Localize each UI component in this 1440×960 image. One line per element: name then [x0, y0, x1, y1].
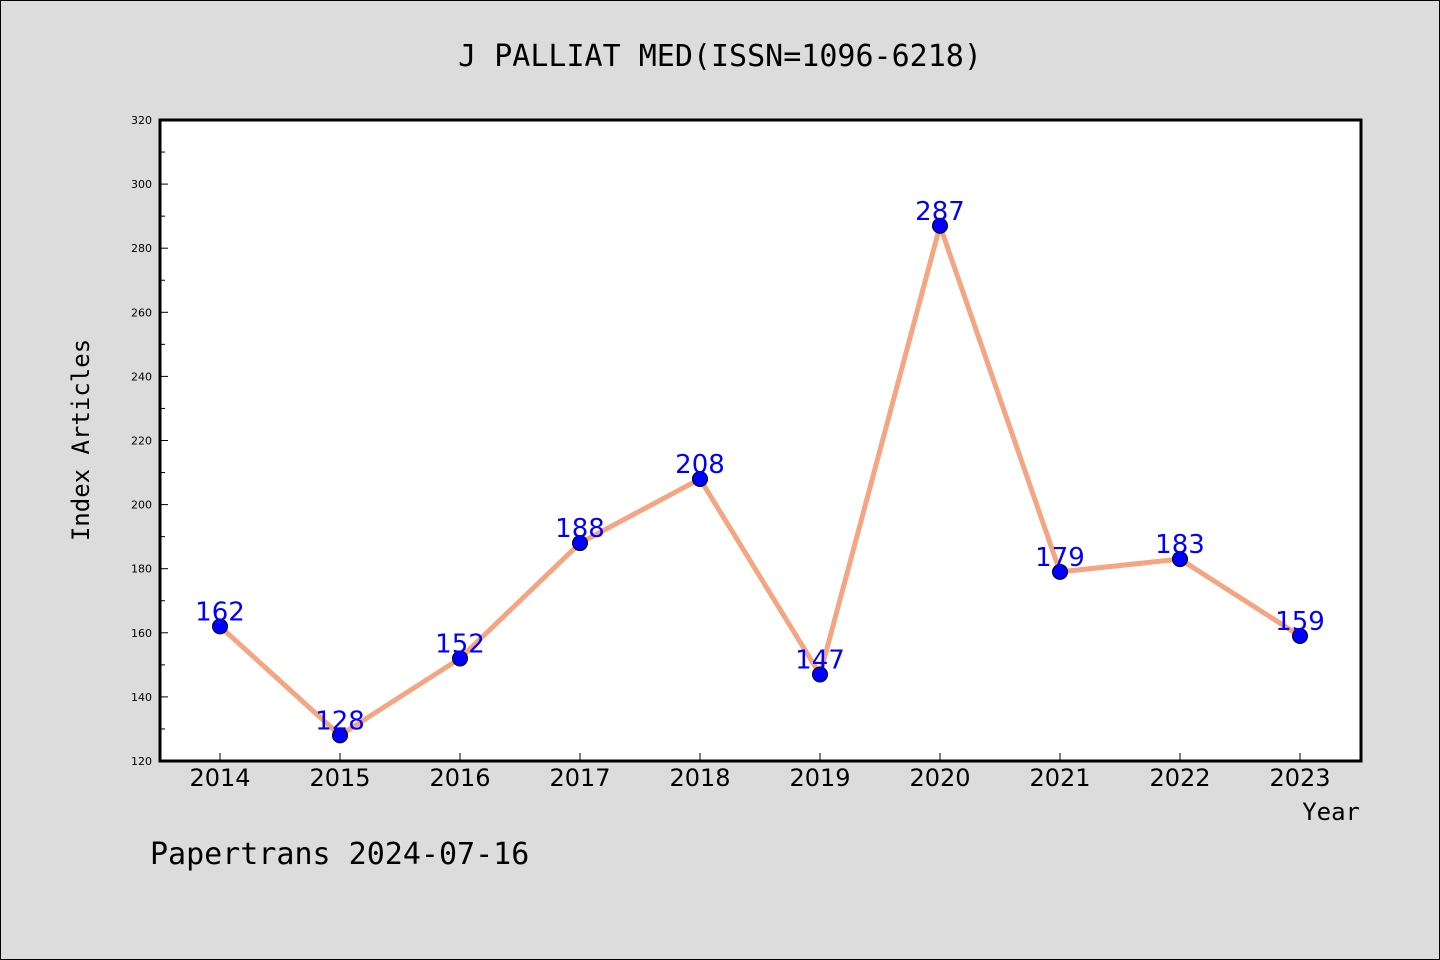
- data-point: [572, 535, 588, 552]
- y-axis-label: Index Articles: [67, 339, 95, 541]
- x-tick-label: 2022: [1149, 764, 1210, 792]
- plot-border: [158, 118, 1363, 763]
- x-tick-label: 2017: [549, 764, 610, 792]
- data-label: 147: [795, 645, 845, 675]
- data-label: 208: [675, 450, 725, 480]
- x-tick-label: 2015: [309, 764, 370, 792]
- data-point: [452, 650, 468, 667]
- y-tick-label: 300: [131, 178, 152, 191]
- data-point: [332, 727, 348, 744]
- x-tick-label: 2018: [669, 764, 730, 792]
- data-points: [212, 217, 1308, 744]
- footer-credit: Papertrans 2024-07-16: [150, 837, 529, 872]
- y-tick-label: 140: [131, 691, 152, 704]
- data-label: 183: [1155, 530, 1205, 560]
- data-label: 188: [555, 514, 605, 544]
- y-tick-label: 200: [131, 499, 152, 512]
- data-point: [1172, 551, 1188, 568]
- data-point: [1292, 628, 1308, 645]
- y-tick-label: 280: [131, 242, 152, 255]
- x-tick-label: 2016: [429, 764, 490, 792]
- y-tick-label: 320: [131, 114, 152, 127]
- y-tick-label: 180: [131, 563, 152, 576]
- y-tick-label: 260: [131, 306, 152, 319]
- series-line: [217, 223, 1303, 738]
- x-tick-label: 2023: [1269, 764, 1330, 792]
- data-point: [812, 666, 828, 683]
- data-label: 162: [195, 597, 245, 627]
- data-label: 152: [435, 629, 485, 659]
- data-label: 179: [1035, 543, 1085, 573]
- data-point: [1052, 563, 1068, 580]
- x-tick-label: 2021: [1029, 764, 1090, 792]
- chart-title: J PALLIAT MED(ISSN=1096-6218): [458, 39, 982, 74]
- y-tick-label: 160: [131, 627, 152, 640]
- data-point: [932, 217, 948, 234]
- data-labels: 162 128 152 188 208 147 287 179 183 159: [195, 197, 1325, 737]
- x-axis: 2014 2015 2016 2017 2018 2019 2020 2021 2022 2023: [189, 753, 1331, 792]
- y-tick-label: 220: [131, 435, 152, 448]
- x-tick-label: 2019: [789, 764, 850, 792]
- x-tick-label: 2014: [189, 764, 250, 792]
- data-label: 287: [915, 197, 965, 227]
- x-tick-label: 2020: [909, 764, 970, 792]
- plot-area: [160, 120, 1361, 761]
- data-point: [692, 470, 708, 487]
- data-label: 159: [1275, 607, 1325, 637]
- x-axis-label: Year: [1302, 798, 1360, 826]
- data-label: 128: [315, 706, 365, 736]
- y-tick-label: 240: [131, 370, 152, 383]
- series-polyline: [217, 223, 1303, 738]
- y-tick-label: 120: [131, 755, 152, 768]
- data-point: [212, 618, 228, 635]
